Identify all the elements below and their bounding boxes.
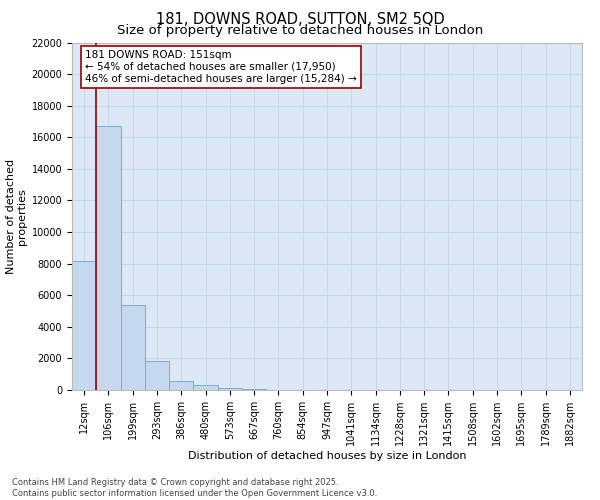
Bar: [193, 385, 218, 390]
Bar: [242, 389, 266, 390]
X-axis label: Distribution of detached houses by size in London: Distribution of detached houses by size …: [188, 451, 466, 461]
Bar: [218, 388, 242, 390]
Text: 181 DOWNS ROAD: 151sqm
← 54% of detached houses are smaller (17,950)
46% of semi: 181 DOWNS ROAD: 151sqm ← 54% of detached…: [85, 50, 357, 84]
Bar: [145, 361, 169, 390]
Bar: [96, 126, 121, 390]
Y-axis label: Number of detached
properties: Number of detached properties: [5, 158, 27, 274]
Bar: [169, 380, 193, 390]
Text: 181, DOWNS ROAD, SUTTON, SM2 5QD: 181, DOWNS ROAD, SUTTON, SM2 5QD: [155, 12, 445, 28]
Text: Contains HM Land Registry data © Crown copyright and database right 2025.
Contai: Contains HM Land Registry data © Crown c…: [12, 478, 377, 498]
Bar: [72, 262, 96, 390]
Text: Size of property relative to detached houses in London: Size of property relative to detached ho…: [117, 24, 483, 37]
Bar: [121, 304, 145, 390]
